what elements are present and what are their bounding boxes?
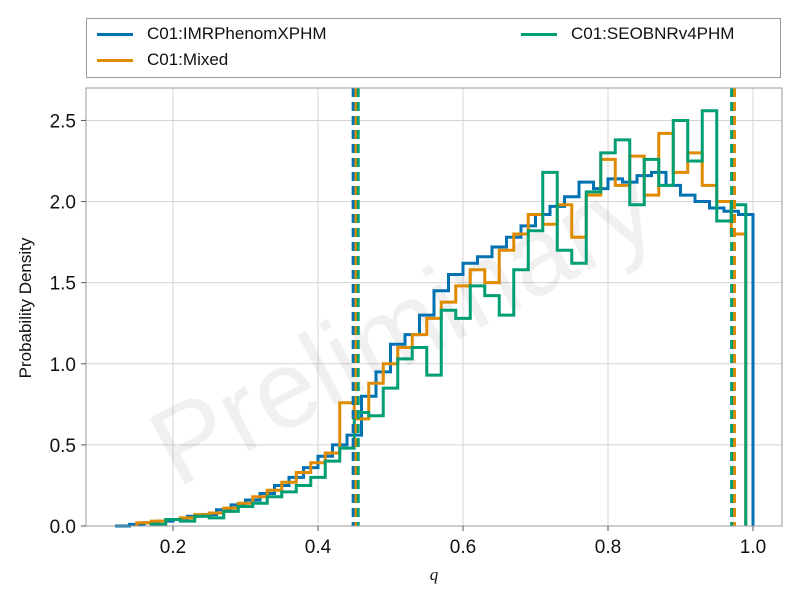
x-tick-label: 0.6	[450, 537, 476, 558]
x-tick-label: 1.0	[740, 537, 766, 558]
x-tick-label: 0.2	[160, 537, 186, 558]
y-tick-label: 0.5	[50, 436, 76, 457]
x-tick-label: 0.8	[595, 537, 621, 558]
y-tick-label: 1.0	[50, 355, 76, 376]
legend-label-mixed: C01:Mixed	[147, 50, 229, 69]
histogram-step-imrphenomxphm	[115, 170, 755, 528]
histogram-series	[115, 109, 755, 528]
plot-frame	[85, 87, 783, 527]
x-axis-label: q	[430, 565, 439, 584]
legend-item-seobnrv4phm: C01:SEOBNRv4PHM	[521, 24, 734, 44]
y-tick-label: 0.0	[50, 517, 76, 538]
histogram-step-seobnrv4phm	[149, 109, 748, 526]
legend-label-seobnrv4phm: C01:SEOBNRv4PHM	[571, 24, 735, 43]
y-axis-label: Probability Density	[16, 237, 35, 378]
credible-interval-lines	[351, 88, 737, 526]
y-tick-label: 2.5	[50, 111, 76, 132]
legend-swatch-seobnrv4phm	[521, 32, 557, 36]
x-tick-label: 0.4	[305, 537, 332, 558]
watermark-text: Preliminary	[131, 143, 674, 510]
y-tick-label: 1.5	[50, 274, 76, 295]
legend-label-imrphenomxphm: C01:IMRPhenomXPHM	[147, 24, 327, 43]
chart-legend: C01:IMRPhenomXPHM C01:Mixed C01:SEOBNRv4…	[86, 18, 781, 78]
legend-swatch-mixed	[97, 58, 133, 62]
y-axis-ticks: 0.0 0.5 1.0 1.5 2.0 2.5	[50, 111, 86, 538]
legend-item-imrphenomxphm: C01:IMRPhenomXPHM	[97, 24, 327, 44]
y-tick-label: 2.0	[50, 193, 76, 214]
grid-lines	[86, 88, 782, 527]
x-axis-ticks: 0.2 0.4 0.6 0.8 1.0	[160, 526, 766, 558]
legend-swatch-imrphenomxphm	[97, 32, 133, 36]
legend-item-mixed: C01:Mixed	[97, 50, 228, 70]
